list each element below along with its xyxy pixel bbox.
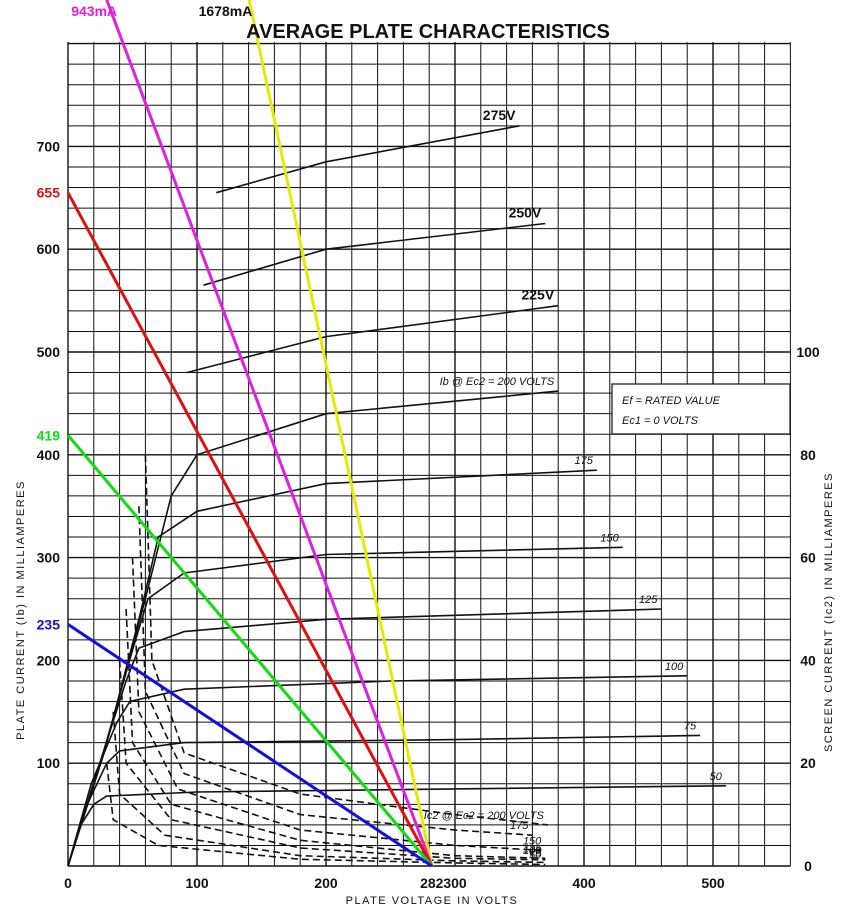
y2-axis-label: SCREEN CURRENT (Ic2) IN MILLIAMPERES xyxy=(823,472,835,752)
plate-curve-label-4: 100 xyxy=(665,661,684,673)
x-tick-3: 300 xyxy=(443,875,467,891)
plate-curve-label-6: 50 xyxy=(710,771,723,783)
plate-curve-5 xyxy=(67,734,701,867)
y2-tick-4: 80 xyxy=(800,447,816,463)
screen-curve-label-1: 175 xyxy=(510,820,529,832)
y-tick-4: 500 xyxy=(37,344,61,360)
plate-curve-label-0: Ib @ Ec2 = 200 VOLTS xyxy=(440,376,555,388)
y-tick-5: 600 xyxy=(37,241,61,257)
screen-curve-1 xyxy=(138,506,533,836)
y-tick-6: 700 xyxy=(37,138,61,154)
load-line-2 xyxy=(66,191,434,867)
y-tick-3: 400 xyxy=(37,447,61,463)
plate-curve-label-9: 275V xyxy=(483,107,516,123)
note-grid: Ec1 = 0 VOLTS xyxy=(622,415,699,427)
plate-curve-label-1: 175 xyxy=(575,455,594,467)
plate-curve-3 xyxy=(67,608,662,867)
y-tick-2: 300 xyxy=(37,550,61,566)
x-tick-2: 200 xyxy=(314,875,338,891)
load-line-1 xyxy=(105,0,434,867)
plate-curve-8 xyxy=(203,222,546,286)
screen-curve-label-2: 150 xyxy=(523,836,542,848)
load-line-label-1: 943mA xyxy=(71,3,117,19)
x-tick-extra-0: 282 xyxy=(420,875,444,891)
chart-title: AVERAGE PLATE CHARACTERISTICS xyxy=(246,21,610,43)
plate-curve-label-2: 150 xyxy=(600,532,619,544)
plate-curves: Ib @ Ec2 = 200 VOLTS1751501251007550225V… xyxy=(67,107,726,867)
labels: AVERAGE PLATE CHARACTERISTICS PLATE VOLT… xyxy=(15,21,835,907)
x-axis-label: PLATE VOLTAGE IN VOLTS xyxy=(346,895,519,907)
screen-curve-label-0: Ic2 @ Ec2 = 200 VOLTS xyxy=(424,810,545,822)
screen-curve-5 xyxy=(112,711,546,864)
load-line-label-0: 1678mA xyxy=(199,3,253,19)
screen-curve-6 xyxy=(105,763,546,866)
plate-curve-6 xyxy=(67,785,726,867)
x-tick-0: 0 xyxy=(64,875,72,891)
load-line-0 xyxy=(247,0,434,867)
y2-tick-3: 60 xyxy=(800,550,816,566)
x-tick-1: 100 xyxy=(185,875,209,891)
load-line-4 xyxy=(67,623,433,868)
axis-ticks: 0 100 200 300 400 500 100 200 300 400 500 600 700 0 20… xyxy=(37,3,820,891)
screen-curve-label-5: 75 xyxy=(529,847,542,859)
plate-curve-7 xyxy=(186,304,559,374)
screen-curve-label-6: 50 xyxy=(529,849,542,861)
grid-lines xyxy=(67,42,791,867)
screen-curve-label-3: 125 xyxy=(523,843,542,855)
screen-curve-3 xyxy=(125,608,546,860)
conditions-box: Ef = RATED VALUE Ec1 = 0 VOLTS xyxy=(611,383,791,435)
screen-curve-label-4: 100 xyxy=(523,845,542,857)
note-filament: Ef = RATED VALUE xyxy=(622,395,721,407)
plate-curve-label-5: 75 xyxy=(684,720,697,732)
screen-curve-0 xyxy=(144,454,548,826)
plate-curve-label-3: 125 xyxy=(639,594,658,606)
y2-tick-1: 20 xyxy=(800,755,816,771)
y-axis-label: PLATE CURRENT (Ib) IN MILLIAMPERES xyxy=(15,480,27,740)
y2-tick-5: 100 xyxy=(796,344,820,360)
load-line-label-4: 235 xyxy=(37,616,61,632)
y-tick-1: 200 xyxy=(37,652,61,668)
plate-curve-label-8: 250V xyxy=(509,205,542,221)
load-line-label-3: 419 xyxy=(37,427,61,443)
y2-tick-0: 0 xyxy=(804,858,812,874)
plate-curve-9 xyxy=(216,125,520,194)
x-tick-4: 400 xyxy=(572,875,596,891)
load-line-3 xyxy=(66,434,433,867)
y2-tick-2: 40 xyxy=(800,652,816,668)
screen-curve-4 xyxy=(118,660,546,861)
load-line-label-2: 655 xyxy=(37,185,61,201)
x-tick-5: 500 xyxy=(701,875,725,891)
load-lines xyxy=(66,0,434,868)
plate-curve-label-7: 225V xyxy=(521,287,554,303)
y-tick-0: 100 xyxy=(37,755,61,771)
screen-curve-2 xyxy=(131,557,546,852)
